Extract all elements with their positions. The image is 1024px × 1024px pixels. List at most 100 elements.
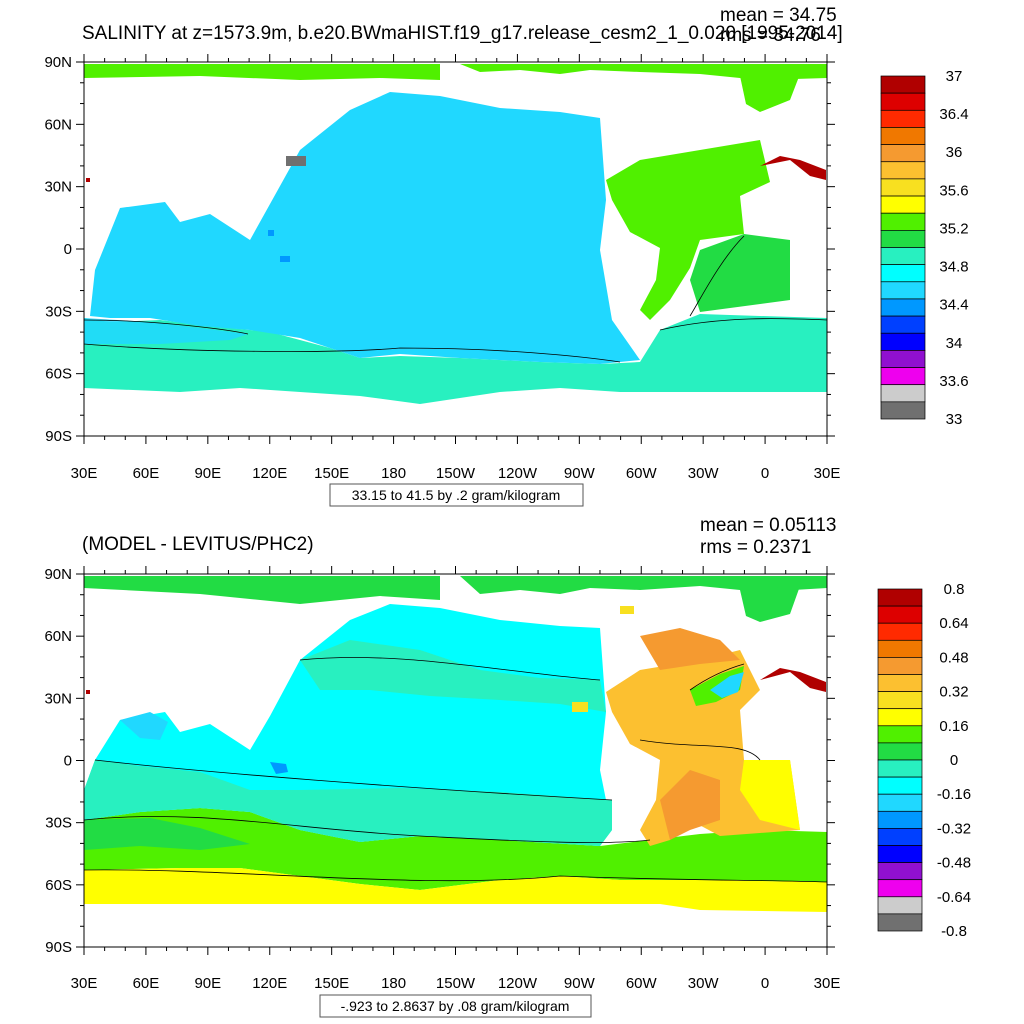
colorbar-swatch <box>877 793 923 812</box>
colorbar-swatch <box>880 247 926 265</box>
region-southern-ocean <box>84 808 827 890</box>
x-tick-label: 120W <box>498 975 538 992</box>
colorbar-swatch <box>877 674 923 692</box>
x-tick-label: 120W <box>498 465 538 482</box>
colorbar-swatch <box>877 896 923 915</box>
map-field <box>84 62 827 436</box>
colorbar-swatch <box>880 92 926 111</box>
colorbar-label: 33 <box>946 411 963 428</box>
colorbar-label: -0.8 <box>941 923 967 940</box>
y-tick-label: 30N <box>44 179 72 196</box>
colorbar-label: 0.48 <box>939 649 968 666</box>
colorbar-swatch <box>877 742 923 761</box>
rms-value: rms = 34.76 <box>720 25 821 46</box>
y-tick-label: 30S <box>45 815 72 832</box>
x-tick-label: 120E <box>252 465 287 482</box>
y-tick-label: 60S <box>45 366 72 383</box>
colorbar: 0.8 0.64 0.48 0.32 0.16 0 -0.16 -0.32 -0.48 -0.64… <box>877 581 971 940</box>
x-tick-label: 30W <box>688 465 720 482</box>
y-tick-label: 0 <box>64 753 72 770</box>
colorbar-swatch <box>877 845 923 863</box>
y-tick-label: 60S <box>45 877 72 894</box>
colorbar-swatch <box>877 862 923 881</box>
x-tick-label: 90W <box>564 975 596 992</box>
colorbar-swatch <box>880 75 926 94</box>
colorbar-swatch <box>877 828 923 846</box>
y-tick-label: 90S <box>45 939 72 956</box>
colorbar-swatch <box>880 161 926 180</box>
colorbar-label: 35.6 <box>939 182 968 199</box>
colorbar-swatch <box>877 639 923 658</box>
colorbar-swatch <box>880 401 926 420</box>
colorbar-swatch <box>877 759 923 778</box>
colorbar-swatch <box>880 230 926 248</box>
colorbar-label: 0.16 <box>939 718 968 735</box>
x-tick-label: 90E <box>194 975 221 992</box>
y-tick-label: 30N <box>44 690 72 707</box>
x-tick-label: 30E <box>71 465 98 482</box>
x-tick-label: 30E <box>814 975 841 992</box>
colorbar-label: 0.64 <box>939 615 968 632</box>
x-tick-label: 150E <box>314 465 349 482</box>
x-axis: 30E 60E 90E 120E 150E 180 150W 120W 90W 60W 30W 0 30… <box>71 54 841 482</box>
colorbar-swatch <box>877 913 923 932</box>
colorbar: 37 36.4 36 35.6 35.2 34.8 34.4 34 33.6 33 <box>880 68 969 428</box>
panel-title: (MODEL - LEVITUS/PHC2) <box>82 534 314 555</box>
colorbar-swatch <box>880 332 926 351</box>
rms-value: rms = 0.2371 <box>700 537 811 558</box>
colorbar-label: 37 <box>946 68 963 85</box>
colorbar-swatch <box>880 212 926 231</box>
panel-title: SALINITY at z=1573.9m, b.e20.BWmaHIST.f1… <box>82 23 843 44</box>
region-arctic <box>84 64 440 80</box>
range-label: 33.15 to 41.5 by .2 gram/kilogram <box>352 487 561 503</box>
colorbar-label: 0 <box>950 752 958 769</box>
colorbar-swatch <box>880 178 926 197</box>
x-tick-label: 90W <box>564 465 596 482</box>
colorbar-label: -0.16 <box>937 786 971 803</box>
colorbar-swatch <box>880 264 926 283</box>
x-tick-label: 30W <box>688 975 720 992</box>
x-tick-label: 60E <box>133 465 160 482</box>
colorbar-swatch <box>880 315 926 334</box>
y-tick-label: 60N <box>44 628 72 645</box>
panel-difference: (MODEL - LEVITUS/PHC2) mean = 0.05113 rm… <box>44 515 971 1018</box>
x-tick-label: 0 <box>761 975 769 992</box>
colorbar-swatch <box>880 281 926 300</box>
x-tick-label: 150W <box>436 975 476 992</box>
colorbar-label: 0.8 <box>944 581 965 598</box>
range-label: -.923 to 2.8637 by .08 gram/kilogram <box>341 998 570 1014</box>
region-indo-pacific <box>90 92 640 364</box>
colorbar-swatch <box>880 109 926 128</box>
x-tick-label: 30E <box>71 975 98 992</box>
colorbar-label: -0.48 <box>937 855 971 872</box>
region-southern-ocean <box>84 314 827 404</box>
colorbar-label: -0.64 <box>937 889 971 906</box>
colorbar-swatch <box>877 708 923 727</box>
panel-salinity: SALINITY at z=1573.9m, b.e20.BWmaHIST.f1… <box>44 5 969 507</box>
x-tick-label: 90E <box>194 465 221 482</box>
colorbar-swatch <box>877 605 923 624</box>
colorbar-swatch <box>877 879 923 898</box>
map-field <box>84 574 827 947</box>
range-box <box>319 994 592 1018</box>
x-tick-label: 30E <box>814 465 841 482</box>
mean-value: mean = 0.05113 <box>700 515 836 536</box>
range-box <box>329 483 584 507</box>
colorbar-label: 33.6 <box>939 373 968 390</box>
colorbar-label: -0.32 <box>937 820 971 837</box>
colorbar-label: 36 <box>946 144 963 161</box>
x-tick-label: 180 <box>381 975 406 992</box>
x-tick-label: 60W <box>626 975 658 992</box>
x-tick-label: 120E <box>252 975 287 992</box>
colorbar-label: 35.2 <box>939 220 968 237</box>
region-atlantic <box>606 140 770 320</box>
colorbar-swatch <box>877 691 923 710</box>
colorbar-swatch <box>877 776 923 795</box>
colorbar-swatch <box>880 350 926 368</box>
colorbar-swatch <box>880 195 926 214</box>
x-tick-label: 150W <box>436 465 476 482</box>
x-tick-label: 60W <box>626 465 658 482</box>
colorbar-label: 36.4 <box>939 106 968 123</box>
region-arctic <box>84 576 440 604</box>
